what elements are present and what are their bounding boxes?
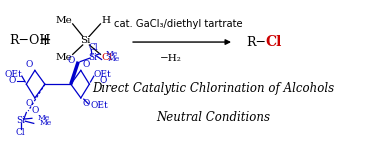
Text: −H₂: −H₂	[160, 54, 182, 63]
Text: Me: Me	[55, 16, 72, 25]
Text: O: O	[83, 60, 90, 69]
Text: Si: Si	[16, 116, 25, 125]
Text: Cl: Cl	[265, 35, 282, 49]
Text: O: O	[68, 56, 75, 65]
Text: R−OH: R−OH	[10, 34, 51, 47]
Text: Si: Si	[88, 53, 98, 62]
Text: O: O	[31, 106, 39, 115]
Text: O: O	[26, 60, 33, 69]
Text: Neutral Conditions: Neutral Conditions	[156, 111, 271, 124]
Text: Cl: Cl	[102, 53, 113, 62]
Text: O: O	[26, 99, 33, 108]
Text: Me: Me	[108, 56, 120, 63]
Text: Me: Me	[55, 53, 72, 62]
Text: Cl: Cl	[88, 43, 98, 52]
Text: O: O	[9, 76, 16, 85]
Text: Si: Si	[81, 36, 91, 45]
Text: OEt: OEt	[5, 70, 23, 78]
Text: cat. GaCl₃/diethyl tartrate: cat. GaCl₃/diethyl tartrate	[114, 19, 243, 29]
Text: O: O	[83, 99, 90, 108]
Text: R−: R−	[246, 36, 266, 49]
Text: Me: Me	[106, 50, 118, 58]
Text: OEt: OEt	[90, 101, 108, 110]
Text: Me: Me	[37, 114, 50, 122]
Text: H: H	[102, 16, 111, 25]
Text: OEt: OEt	[93, 70, 111, 78]
Text: Me: Me	[39, 119, 51, 127]
Text: Cl: Cl	[16, 128, 26, 137]
Text: +: +	[39, 33, 51, 48]
Text: Direct Catalytic Chlorination of Alcohols: Direct Catalytic Chlorination of Alcohol…	[93, 82, 335, 95]
Text: O: O	[100, 76, 107, 85]
